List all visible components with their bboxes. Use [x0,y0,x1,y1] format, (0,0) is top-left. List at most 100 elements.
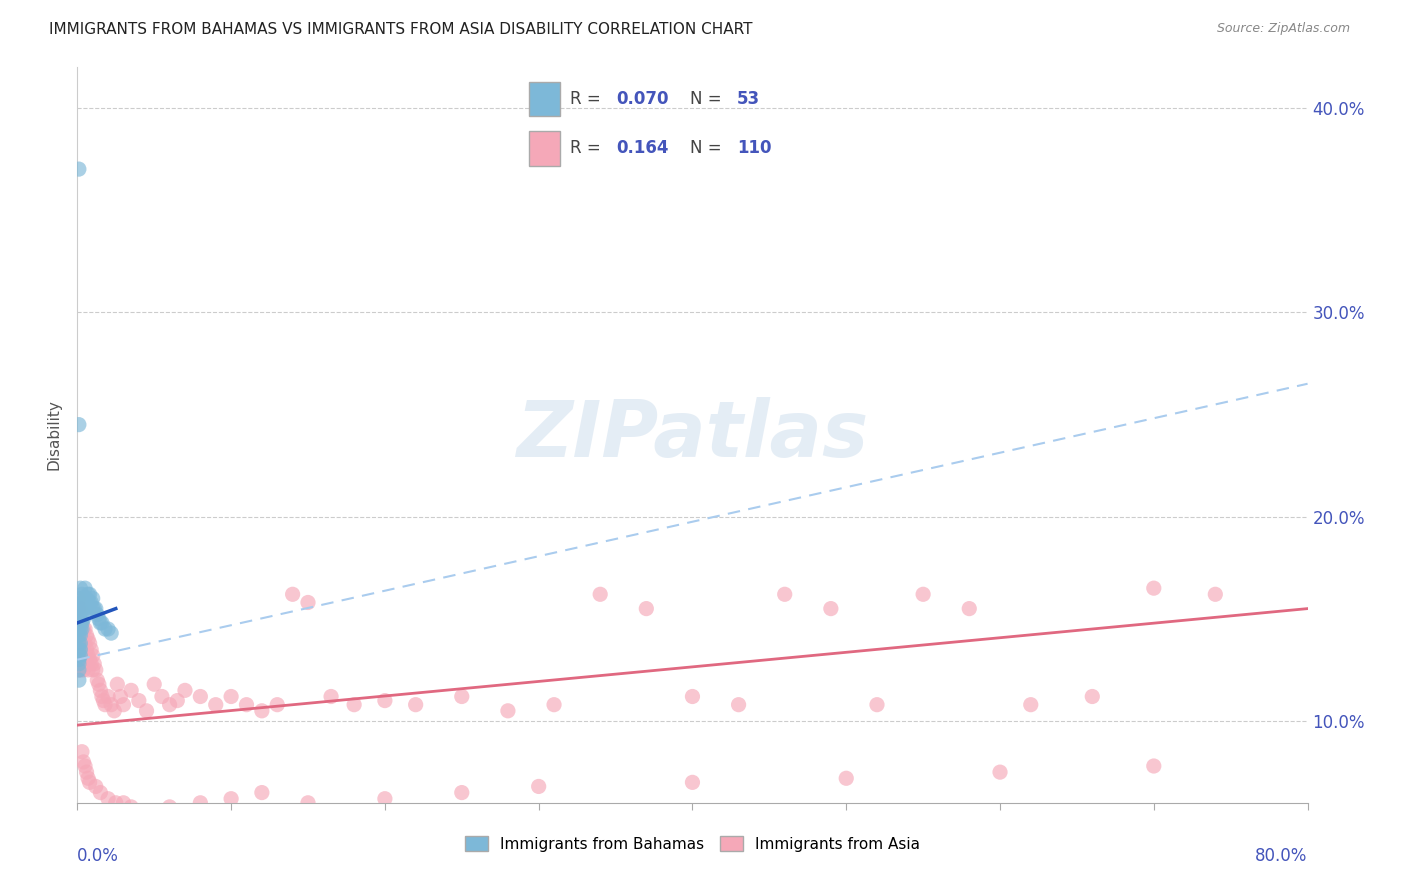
Point [120,683,142,698]
Point [89,615,111,630]
Point [120,800,142,814]
Point [77,587,100,601]
Point [72,622,94,636]
Point [73,581,96,595]
Point [79,595,101,609]
Point [82,648,104,663]
Point [266,698,288,712]
Point [150,690,173,704]
Point [72,612,94,626]
Point [84,780,107,794]
Point [72,663,94,677]
Point [219,791,242,805]
Point [281,587,304,601]
Point [69,615,91,630]
Point [67,417,90,432]
Point [174,683,197,698]
Point [90,690,114,704]
Point [69,612,91,626]
Text: IMMIGRANTS FROM BAHAMAS VS IMMIGRANTS FROM ASIA DISABILITY CORRELATION CHART: IMMIGRANTS FROM BAHAMAS VS IMMIGRANTS FR… [49,22,752,37]
Point [69,591,91,606]
Point [87,677,110,691]
Point [76,628,98,642]
Point [69,628,91,642]
Point [636,601,658,615]
Point [204,698,226,712]
Point [72,636,94,650]
Bar [530,82,561,116]
Point [589,587,612,601]
Point [76,591,98,606]
Point [87,612,110,626]
Point [69,636,91,650]
Point [80,642,103,657]
Point [76,765,98,780]
Text: Source: ZipAtlas.com: Source: ZipAtlas.com [1216,22,1350,36]
Point [727,698,749,712]
Point [343,698,366,712]
Text: R =: R = [569,139,606,157]
Point [89,786,111,800]
Point [69,628,91,642]
Point [84,663,107,677]
Point [297,595,319,609]
Point [69,601,91,615]
Point [69,648,91,663]
Legend: Immigrants from Bahamas, Immigrants from Asia: Immigrants from Bahamas, Immigrants from… [458,830,927,858]
Point [94,698,117,712]
Point [73,591,96,606]
Point [128,693,150,707]
Point [104,796,127,810]
Point [72,648,94,663]
Text: N =: N = [690,139,727,157]
Point [112,796,135,810]
Point [67,642,90,657]
Point [450,786,472,800]
Point [69,615,91,630]
Point [70,745,93,759]
Point [70,628,93,642]
Point [112,698,135,712]
Point [79,775,101,789]
Point [682,690,704,704]
Point [77,663,100,677]
Point [72,755,94,769]
Point [97,622,120,636]
Point [67,628,90,642]
Text: ZIPatlas: ZIPatlas [516,397,869,473]
Point [69,601,91,615]
Point [957,601,980,615]
Bar [530,131,561,166]
Point [67,615,90,630]
Point [72,601,94,615]
Point [80,595,103,609]
Point [69,622,91,636]
Point [250,786,273,800]
Point [67,648,90,663]
Point [89,683,111,698]
Point [93,693,115,707]
Point [97,791,120,805]
Point [100,698,122,712]
Point [77,771,100,786]
Point [70,615,93,630]
Point [67,663,90,677]
Point [1143,581,1166,595]
Text: 0.164: 0.164 [616,139,669,157]
Point [374,693,396,707]
Point [76,657,98,671]
Point [820,601,842,615]
Point [70,622,93,636]
Point [159,698,181,712]
Point [79,636,101,650]
Point [72,595,94,609]
Point [67,657,90,671]
Point [70,601,93,615]
Point [67,673,90,688]
Point [188,796,212,810]
Point [219,690,242,704]
Point [682,775,704,789]
Point [69,663,91,677]
Point [143,805,166,820]
Point [86,607,108,622]
